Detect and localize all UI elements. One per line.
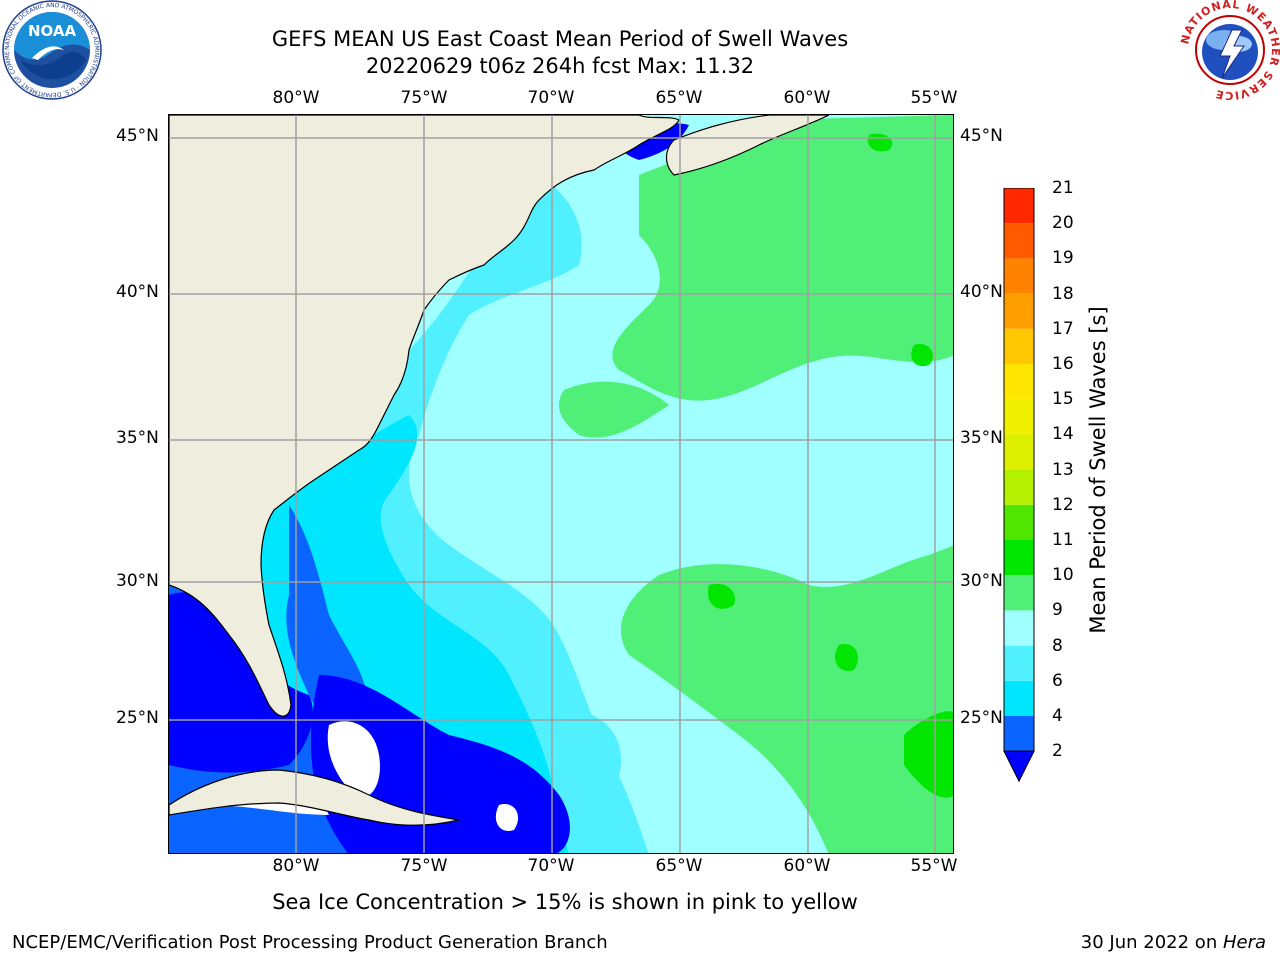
shoal-white-1 [495, 804, 519, 831]
colorbar-tick-9: 9 [1052, 600, 1063, 621]
lon-label-top-60w: 60°W [783, 88, 831, 108]
colorbar-swatch-17 [1004, 293, 1034, 329]
colorbar-label: Mean Period of Swell Waves [s] [1086, 306, 1110, 634]
lat-label-right-25n: 25°N [960, 708, 1003, 728]
colorbar-swatch-20 [1004, 188, 1034, 224]
land-cuba [169, 769, 460, 826]
land-nova-scotia [665, 115, 830, 176]
colorbar-swatch-10 [1004, 540, 1034, 576]
colorbar-extend-triangle [1003, 750, 1035, 783]
colorbar-tick-10: 10 [1052, 565, 1074, 586]
colorbar-tick-16: 16 [1052, 354, 1074, 374]
lon-label-bottom-60w: 60°W [783, 856, 831, 876]
colorbar-tick-13: 13 [1052, 459, 1074, 480]
colorbar-tick-19: 19 [1052, 248, 1074, 269]
swell-zone-bright-green-4 [911, 344, 934, 367]
colorbar [1002, 187, 1042, 792]
colorbar-swatch-14 [1004, 399, 1034, 435]
colorbar-swatch-18 [1004, 258, 1034, 294]
lon-label-bottom-75w: 75°W [400, 856, 448, 876]
colorbar-swatch-13 [1004, 434, 1034, 470]
lat-label-right-40n: 40°N [960, 282, 1003, 302]
title-line1: GEFS MEAN US East Coast Mean Period of S… [271, 27, 849, 51]
colorbar-tick-4: 4 [1052, 706, 1063, 726]
colorbar-tick-2: 2 [1052, 741, 1063, 762]
swell-zone-green-mid-west [559, 381, 669, 438]
chart-title: GEFS MEAN US East Coast Mean Period of S… [160, 26, 960, 80]
swell-zone-green-top-east [769, 115, 953, 175]
map-panel [168, 114, 954, 854]
lat-label-left-25n: 25°N [116, 708, 159, 728]
lon-label-bottom-55w: 55°W [910, 856, 958, 876]
sea-ice-note: Sea Ice Concentration > 15% is shown in … [272, 890, 858, 914]
colorbar-tick-20: 20 [1052, 213, 1074, 234]
footer-branch: NCEP/EMC/Verification Post Processing Pr… [12, 932, 608, 953]
lon-label-top-65w: 65°W [655, 88, 703, 108]
colorbar-swatch-15 [1004, 364, 1034, 400]
swell-period-map [169, 115, 953, 853]
colorbar-tick-21: 21 [1052, 178, 1074, 198]
footer-date-text: 30 Jun 2022 on [1080, 932, 1223, 953]
lon-label-bottom-80w: 80°W [272, 856, 320, 876]
colorbar-swatch-9 [1004, 575, 1034, 611]
noaa-logo-text: NOAA [28, 22, 77, 40]
nws-logo: NATIONAL WEATHER SERVICE [1178, 0, 1280, 102]
lon-label-bottom-70w: 70°W [527, 856, 575, 876]
lat-label-right-45n: 45°N [960, 126, 1003, 146]
lon-label-top-75w: 75°W [400, 88, 448, 108]
colorbar-tick-17: 17 [1052, 318, 1074, 339]
colorbar-swatch-4 [1004, 680, 1034, 716]
colorbar-swatches [1003, 187, 1035, 783]
colorbar-swatch-6 [1004, 645, 1034, 681]
bahamas-bank-white [327, 721, 380, 798]
colorbar-tick-18: 18 [1052, 283, 1074, 304]
lat-label-left-30n: 30°N [116, 571, 159, 591]
swell-zone-green-north [612, 115, 953, 401]
colorbar-swatch-16 [1004, 328, 1034, 364]
colorbar-tick-6: 6 [1052, 670, 1063, 691]
lat-label-right-35n: 35°N [960, 428, 1003, 448]
noaa-logo: NOAA NATIONAL OCEANIC AND ATMOSPHERIC AD… [0, 0, 102, 100]
colorbar-swatch-8 [1004, 610, 1034, 646]
swell-zone-bright-green-1 [708, 583, 735, 609]
colorbar-swatch-2 [1004, 716, 1034, 752]
swell-zone-light-cyan-sw [538, 711, 621, 807]
colorbar-tick-14: 14 [1052, 424, 1074, 445]
colorbar-swatch-12 [1004, 469, 1034, 505]
colorbar-tick-12: 12 [1052, 494, 1074, 515]
lon-label-top-55w: 55°W [910, 88, 958, 108]
lat-label-right-30n: 30°N [960, 571, 1003, 591]
colorbar-swatch-11 [1004, 504, 1034, 540]
lon-label-bottom-65w: 65°W [655, 856, 703, 876]
title-line2: 20220629 t06z 264h fcst Max: 11.32 [365, 54, 755, 78]
swell-zone-green-south [620, 545, 953, 853]
lat-label-left-45n: 45°N [116, 126, 159, 146]
colorbar-swatch-19 [1004, 223, 1034, 259]
colorbar-tick-8: 8 [1052, 635, 1063, 656]
swell-zone-bright-green-se [904, 711, 953, 798]
swell-zone-bright-green-2 [834, 644, 859, 671]
colorbar-outline [1003, 187, 1035, 752]
colorbar-tick-15: 15 [1052, 389, 1074, 410]
lat-label-left-40n: 40°N [116, 282, 159, 302]
map-gridlines [169, 115, 953, 853]
colorbar-tick-11: 11 [1052, 530, 1074, 550]
lon-label-top-70w: 70°W [527, 88, 575, 108]
lon-label-top-80w: 80°W [272, 88, 320, 108]
swell-zone-blue-florida-straits [286, 505, 369, 715]
swell-zone-deep-blue-gulf [169, 592, 313, 773]
footer-date: 30 Jun 2022 on Hera [1081, 932, 1266, 953]
lat-label-left-35n: 35°N [116, 428, 159, 448]
footer-machine: Hera [1222, 932, 1266, 953]
